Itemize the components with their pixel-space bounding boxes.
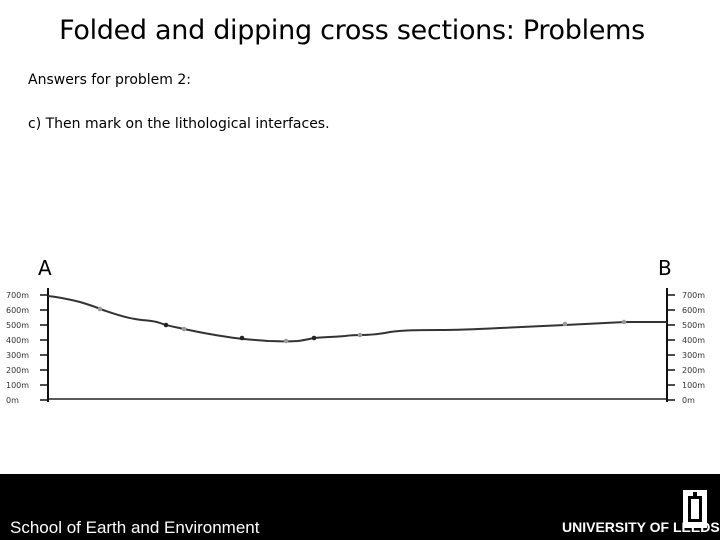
section-end-label: B: [658, 256, 672, 280]
interface-marker-light: [621, 319, 627, 325]
interface-marker-light: [562, 321, 568, 327]
left-elevation-label: 700m: [6, 291, 29, 300]
interface-marker-dark: [163, 322, 169, 328]
school-name: School of Earth and Environment: [10, 518, 260, 537]
interface-marker-light: [357, 332, 363, 338]
slide-title: Folded and dipping cross sections: Probl…: [59, 15, 645, 46]
left-elevation-label: 200m: [6, 366, 29, 375]
left-elevation-label: 600m: [6, 306, 29, 315]
answers-heading: Answers for problem 2:: [28, 72, 192, 88]
right-elevation-label: 0m: [682, 396, 695, 405]
university-crest-icon: [683, 490, 707, 528]
footer-bar: School of Earth and Environment UNIVERSI…: [0, 474, 720, 540]
interface-marker-light: [181, 326, 187, 332]
left-elevation-label: 300m: [6, 351, 29, 360]
right-elevation-label: 100m: [682, 381, 705, 390]
left-elevation-label: 0m: [6, 396, 19, 405]
university-name: UNIVERSITY OF LEEDS: [562, 519, 720, 535]
interface-marker-dark: [311, 335, 317, 341]
right-elevation-label: 300m: [682, 351, 705, 360]
left-elevation-label: 500m: [6, 321, 29, 330]
cross-section-diagram: 700m 700m 600m 600m 500m 500m 400m 400m 300m 300m…: [6, 288, 705, 405]
right-elevation-label: 600m: [682, 306, 705, 315]
left-elevation-label: 400m: [6, 336, 29, 345]
interface-marker-dark: [239, 335, 245, 341]
right-elevation-label: 500m: [682, 321, 705, 330]
left-elevation-label: 100m: [6, 381, 29, 390]
right-elevation-label: 700m: [682, 291, 705, 300]
interface-marker-light: [97, 306, 103, 312]
right-elevation-label: 200m: [682, 366, 705, 375]
section-start-label: A: [38, 256, 52, 280]
right-elevation-label: 400m: [682, 336, 705, 345]
interface-marker-light: [283, 338, 289, 344]
topographic-profile: [47, 295, 667, 343]
instruction-item: c) Then mark on the lithological interfa…: [28, 116, 330, 132]
